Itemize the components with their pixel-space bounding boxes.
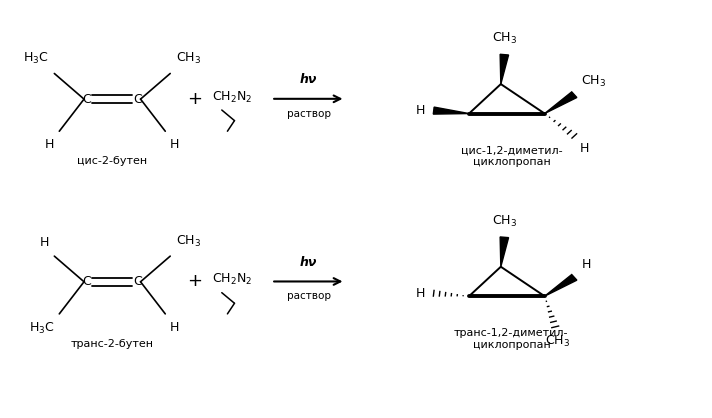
Text: CH$_3$: CH$_3$: [176, 234, 201, 249]
Text: C: C: [133, 275, 142, 288]
Text: CH$_3$: CH$_3$: [492, 214, 517, 229]
Text: H: H: [39, 236, 48, 249]
Text: hν: hν: [300, 256, 318, 269]
Text: транс-2-бутен: транс-2-бутен: [70, 339, 154, 349]
Text: H$_3$C: H$_3$C: [28, 321, 54, 336]
Text: hν: hν: [300, 74, 318, 87]
Polygon shape: [500, 54, 508, 84]
Text: H: H: [416, 104, 425, 117]
Text: цис-1,2-диметил-
циклопропан: цис-1,2-диметил- циклопропан: [461, 145, 562, 167]
Text: цис-2-бутен: цис-2-бутен: [77, 156, 147, 166]
Text: CH$_2$N$_2$: CH$_2$N$_2$: [212, 272, 253, 287]
Text: раствор: раствор: [287, 291, 330, 301]
Text: +: +: [187, 273, 202, 291]
Text: C: C: [133, 93, 142, 106]
Text: H: H: [45, 138, 54, 151]
Text: CH$_3$: CH$_3$: [582, 74, 607, 89]
Polygon shape: [545, 92, 577, 114]
Text: C: C: [83, 275, 91, 288]
Text: H: H: [582, 258, 591, 271]
Text: H: H: [416, 287, 425, 300]
Text: H: H: [170, 321, 179, 334]
Text: C: C: [83, 93, 91, 106]
Text: +: +: [187, 90, 202, 108]
Polygon shape: [545, 275, 577, 296]
Text: H$_3$C: H$_3$C: [23, 51, 48, 66]
Text: CH$_3$: CH$_3$: [176, 51, 201, 66]
Text: H: H: [170, 138, 179, 151]
Text: CH$_3$: CH$_3$: [492, 31, 517, 46]
Text: H: H: [580, 142, 590, 155]
Text: раствор: раствор: [287, 109, 330, 119]
Text: транс-1,2-диметил-
циклопропан: транс-1,2-диметил- циклопропан: [454, 328, 569, 349]
Polygon shape: [434, 107, 469, 114]
Text: CH$_3$: CH$_3$: [545, 334, 570, 349]
Text: CH$_2$N$_2$: CH$_2$N$_2$: [212, 89, 253, 104]
Polygon shape: [500, 237, 508, 267]
